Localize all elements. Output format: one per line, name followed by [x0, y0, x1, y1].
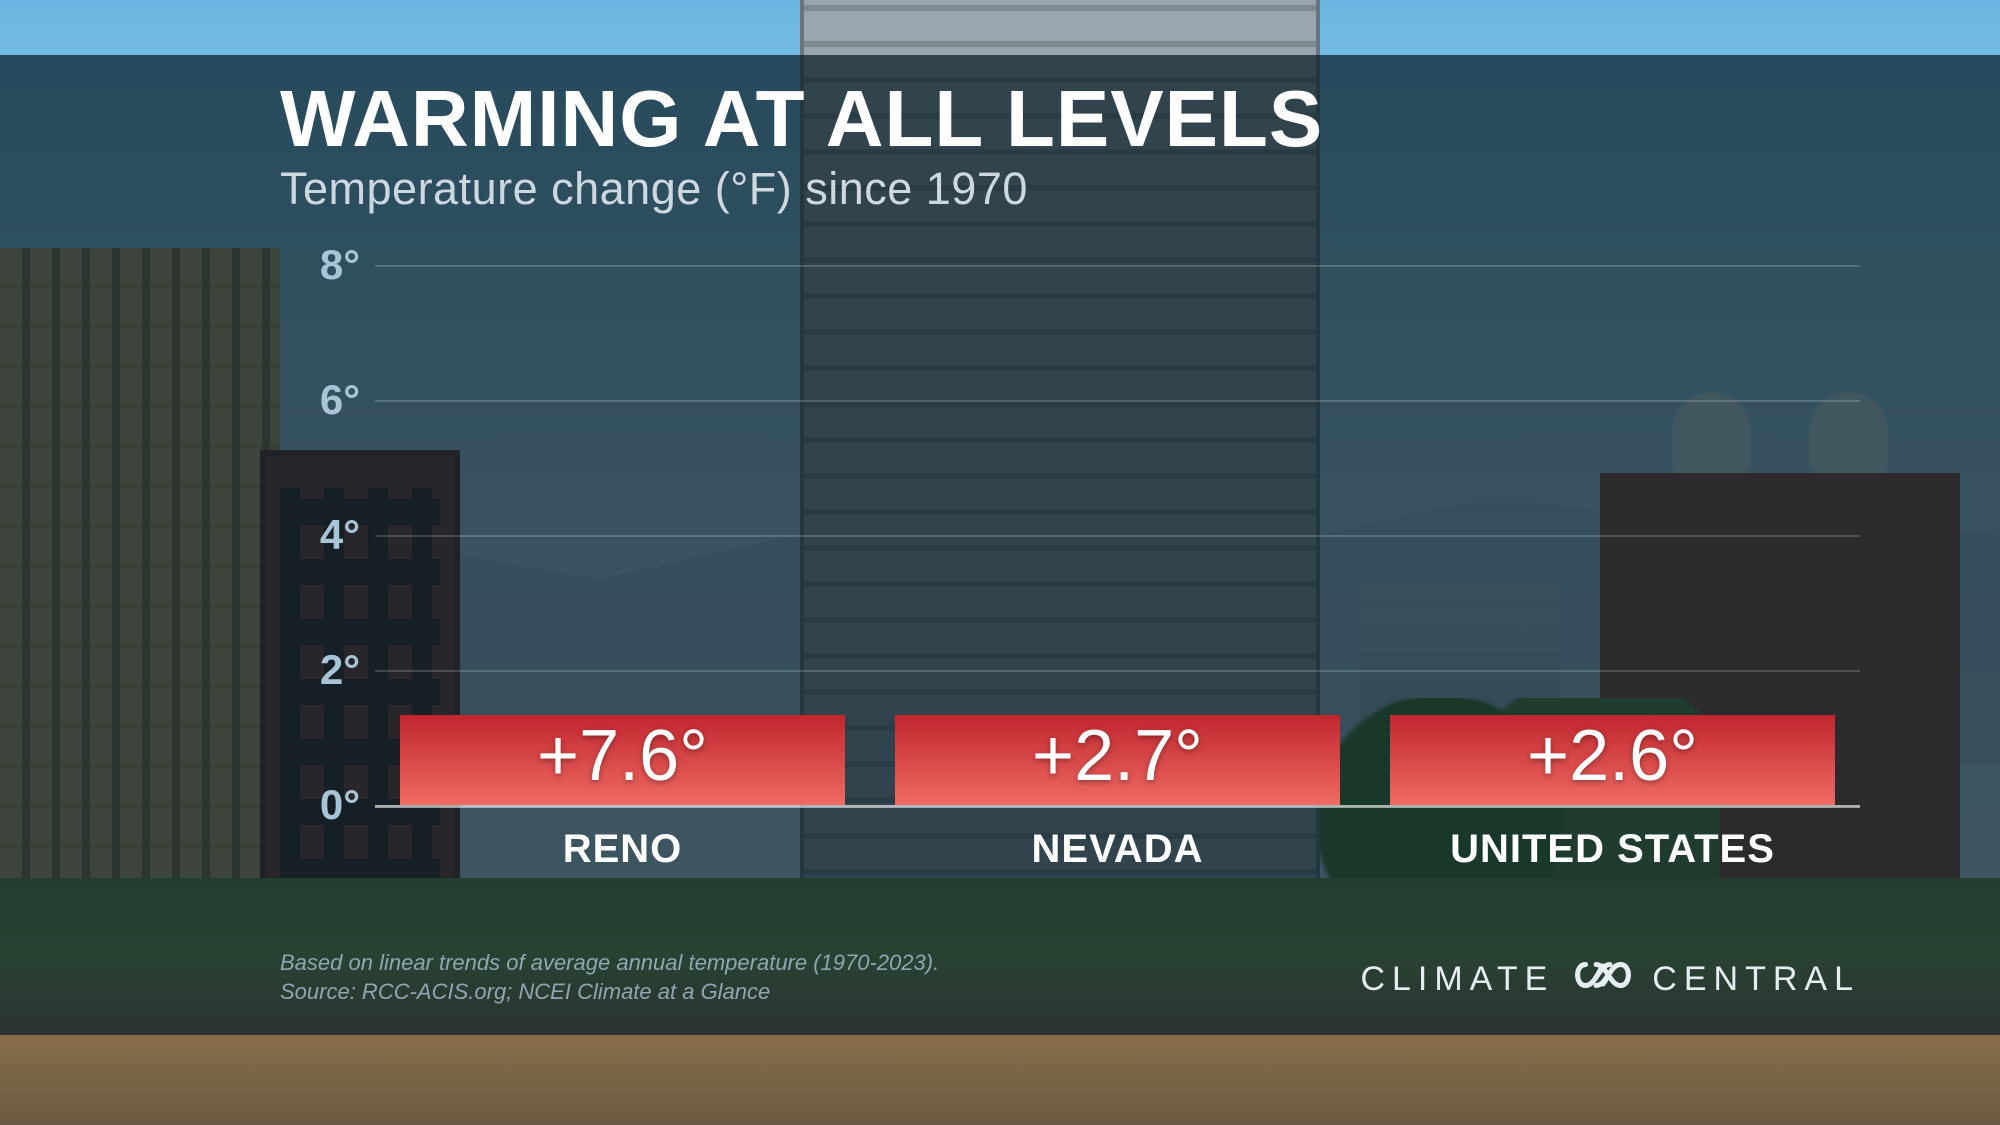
bar-label: UNITED STATES	[1450, 827, 1775, 872]
y-axis: 0°2°4°6°8°	[280, 245, 360, 845]
bar-label: NEVADA	[1032, 827, 1204, 872]
bar-chart: 0°2°4°6°8° +7.6°RENO+2.7°NEVADA+2.6°UNIT…	[280, 245, 1860, 845]
y-tick-label: 6°	[280, 376, 360, 424]
y-tick-label: 8°	[280, 241, 360, 289]
overlay-panel: WARMING AT ALL LEVELS Temperature change…	[0, 55, 2000, 1035]
bar-label: RENO	[563, 827, 683, 872]
content-area: WARMING AT ALL LEVELS Temperature change…	[280, 55, 1860, 1035]
brand-word: CENTRAL	[1652, 960, 1860, 999]
gridline	[375, 400, 1860, 402]
baseline	[375, 805, 1860, 808]
y-tick-label: 2°	[280, 646, 360, 694]
footnote: Based on linear trends of average annual…	[280, 948, 939, 1007]
gridline	[375, 670, 1860, 672]
bar-rect: +2.7°	[895, 715, 1341, 805]
bar: +2.6°UNITED STATES	[1390, 715, 1836, 805]
y-tick-label: 4°	[280, 511, 360, 559]
bar-value: +2.7°	[1032, 715, 1203, 797]
brand-word: CLIMATE	[1360, 960, 1554, 999]
y-tick-label: 0°	[280, 781, 360, 829]
bar: +7.6°RENO	[400, 715, 846, 805]
chart-subtitle: Temperature change (°F) since 1970	[280, 163, 1860, 215]
bar-rect: +7.6°	[400, 715, 846, 805]
infinity-icon	[1568, 954, 1638, 1005]
bar-rect: +2.6°	[1390, 715, 1836, 805]
footnote-line: Source: RCC-ACIS.org; NCEI Climate at a …	[280, 977, 939, 1007]
bar-value: +7.6°	[537, 715, 708, 797]
bars-container: +7.6°RENO +2.7°NEVADA +2.6°UNITED STATES	[375, 245, 1860, 805]
plot-area: +7.6°RENO +2.7°NEVADA +2.6°UNITED STATES	[375, 245, 1860, 845]
brand-logo: CLIMATE CENTRAL	[1360, 954, 1860, 1005]
chart-title: WARMING AT ALL LEVELS	[280, 55, 1860, 165]
bar: +2.7°NEVADA	[895, 715, 1341, 805]
gridline	[375, 265, 1860, 267]
bar-value: +2.6°	[1527, 715, 1698, 797]
gridline	[375, 535, 1860, 537]
footnote-line: Based on linear trends of average annual…	[280, 948, 939, 978]
